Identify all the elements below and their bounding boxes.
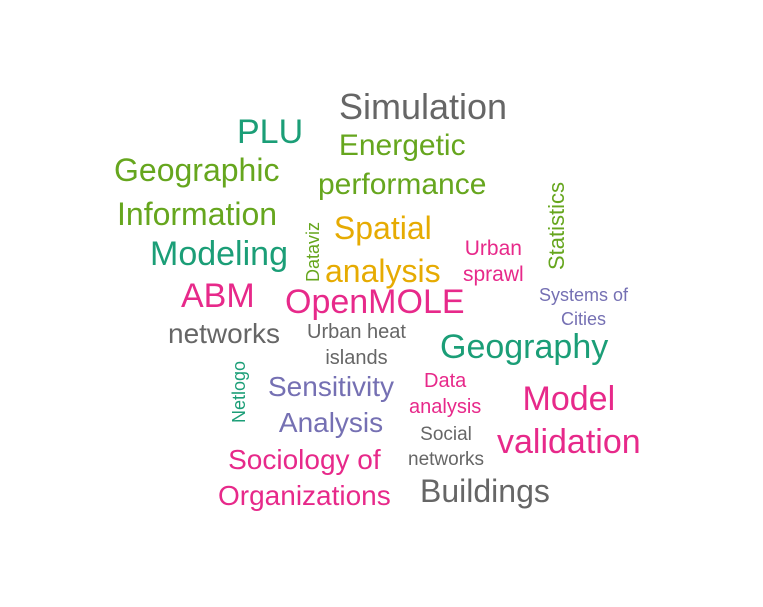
word-systems-line1: Systems of <box>539 285 629 305</box>
word-social-networks: Social networks <box>408 423 484 472</box>
word-buildings: Buildings <box>420 473 550 509</box>
word-sociology-of-organizations: Sociology of Organizations <box>218 442 391 515</box>
word-model-validation: Model validation <box>497 378 641 463</box>
word-model-line1: Model <box>522 380 616 418</box>
word-urban-sprawl: Urban sprawl <box>463 236 524 289</box>
word-energetic-line2: performance <box>318 168 487 201</box>
word-modeling: Modeling <box>150 235 288 273</box>
word-urban-heat-line2: islands <box>325 347 388 369</box>
word-openmole: OpenMOLE <box>285 283 465 321</box>
word-spatial-line1: Spatial <box>333 210 432 246</box>
word-urban-heat-line1: Urban heat <box>307 321 406 343</box>
word-model-line2: validation <box>497 422 641 461</box>
word-data-analysis-line2: analysis <box>409 396 482 418</box>
word-urban-sprawl-line2: sprawl <box>463 263 524 287</box>
word-networks: networks <box>168 318 281 349</box>
word-sensitivity-analysis: Sensitivity Analysis <box>268 369 394 442</box>
word-sensitivity-line2: Analysis <box>278 407 384 439</box>
word-netlogo: Netlogo <box>229 360 249 423</box>
word-abm: ABM <box>181 277 255 315</box>
word-information: Information <box>117 196 278 232</box>
word-simulation: Simulation <box>339 86 508 127</box>
word-systems-line2: Cities <box>561 309 607 330</box>
word-geography: Geography <box>440 328 609 366</box>
word-urban-heat-islands: Urban heat islands <box>307 319 406 371</box>
word-sensitivity-line1: Sensitivity <box>268 371 395 402</box>
word-urban-sprawl-line1: Urban <box>464 237 522 260</box>
word-spatial-analysis: Spatial analysis <box>325 207 441 293</box>
word-data-analysis-line1: Data <box>424 370 467 392</box>
word-geographic: Geographic <box>114 152 280 188</box>
word-data-analysis: Data analysis <box>409 368 481 420</box>
word-energetic-line1: Energetic <box>338 129 466 162</box>
word-statistics: Statistics <box>544 181 569 270</box>
word-social-line2: networks <box>408 448 485 470</box>
word-spatial-line2: analysis <box>325 253 441 290</box>
word-energetic-performance: Energetic performance <box>318 126 486 204</box>
word-plu: PLU <box>237 113 304 151</box>
word-sociology-line1: Sociology of <box>228 444 381 475</box>
word-dataviz: Dataviz <box>303 221 323 282</box>
word-sociology-line2: Organizations <box>218 480 391 512</box>
word-social-line1: Social <box>420 424 472 445</box>
word-systems-of-cities: Systems of Cities <box>539 283 628 332</box>
